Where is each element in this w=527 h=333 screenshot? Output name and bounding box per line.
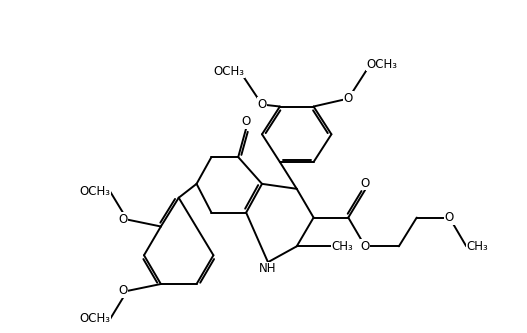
Text: O: O bbox=[118, 284, 127, 297]
Text: O: O bbox=[118, 213, 127, 226]
Text: O: O bbox=[360, 240, 370, 253]
Text: OCH₃: OCH₃ bbox=[213, 65, 244, 78]
Text: OCH₃: OCH₃ bbox=[79, 185, 110, 198]
Text: CH₃: CH₃ bbox=[331, 240, 353, 253]
Text: O: O bbox=[445, 211, 454, 224]
Text: O: O bbox=[344, 92, 353, 105]
Text: OCH₃: OCH₃ bbox=[79, 312, 110, 325]
Text: O: O bbox=[360, 177, 370, 190]
Text: NH: NH bbox=[259, 262, 277, 275]
Text: O: O bbox=[241, 115, 251, 128]
Text: OCH₃: OCH₃ bbox=[366, 58, 397, 71]
Text: O: O bbox=[257, 98, 267, 111]
Text: CH₃: CH₃ bbox=[466, 240, 488, 253]
